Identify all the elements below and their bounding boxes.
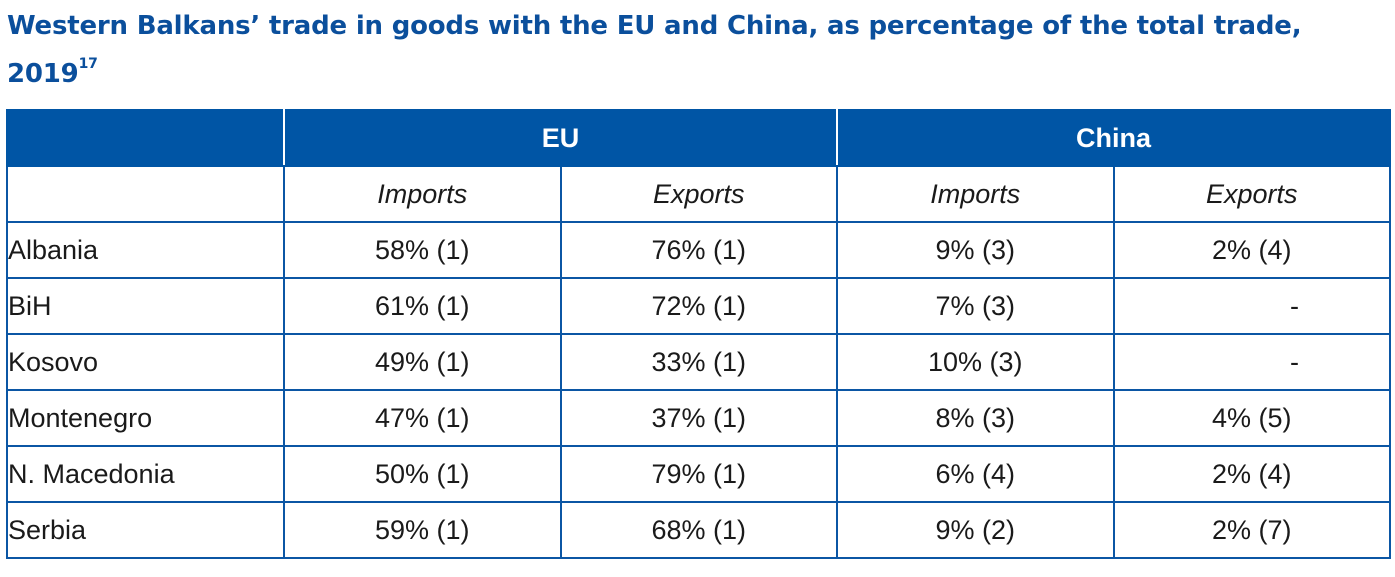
eu-imports-cell: 59% (1) [283, 501, 562, 559]
china-exports-cell: 2% (4) [1112, 445, 1392, 503]
table-row: BiH 61% (1) 72% (1) 7% (3) - [6, 277, 1392, 335]
group-header-row: EU China [6, 109, 1392, 167]
eu-exports-cell: 76% (1) [559, 221, 839, 279]
eu-exports-cell: 33% (1) [559, 333, 839, 391]
sub-header-row: Imports Exports Imports Exports [6, 165, 1392, 223]
sub-header-empty [6, 165, 285, 223]
china-imports-cell: 7% (3) [836, 277, 1115, 335]
eu-imports-cell: 49% (1) [283, 333, 562, 391]
sub-header-eu-exports: Exports [559, 165, 839, 223]
group-header-china: China [836, 109, 1392, 167]
table-row: Montenegro 47% (1) 37% (1) 8% (3) 4% (5) [6, 389, 1392, 447]
country-cell: Montenegro [6, 389, 285, 447]
country-cell: Kosovo [6, 333, 285, 391]
china-exports-cell: 2% (7) [1112, 501, 1392, 559]
eu-exports-cell: 68% (1) [559, 501, 839, 559]
eu-exports-cell: 79% (1) [559, 445, 839, 503]
sub-header-china-imports: Imports [836, 165, 1115, 223]
china-imports-cell: 9% (2) [836, 501, 1115, 559]
china-exports-cell: - [1112, 333, 1392, 391]
corner-cell [6, 109, 285, 167]
country-cell: Albania [6, 221, 285, 279]
table-title: Western Balkans’ trade in goods with the… [7, 2, 1392, 98]
group-header-eu: EU [282, 109, 839, 167]
table-row: N. Macedonia 50% (1) 79% (1) 6% (4) 2% (… [6, 445, 1392, 503]
eu-exports-cell: 37% (1) [559, 389, 839, 447]
table-row: Albania 58% (1) 76% (1) 9% (3) 2% (4) [6, 221, 1392, 279]
sub-header-eu-imports: Imports [283, 165, 562, 223]
table-row: Kosovo 49% (1) 33% (1) 10% (3) - [6, 333, 1392, 391]
china-exports-cell: - [1112, 277, 1392, 335]
china-imports-cell: 8% (3) [836, 389, 1115, 447]
trade-table: EU China Imports Exports Imports Exports… [6, 109, 1392, 559]
table-title-text: Western Balkans’ trade in goods with the… [7, 11, 1302, 89]
footnote-marker: 17 [78, 56, 98, 73]
china-exports-cell: 2% (4) [1112, 221, 1392, 279]
china-imports-cell: 6% (4) [836, 445, 1115, 503]
eu-imports-cell: 58% (1) [283, 221, 562, 279]
eu-imports-cell: 50% (1) [283, 445, 562, 503]
eu-exports-cell: 72% (1) [559, 277, 839, 335]
china-exports-cell: 4% (5) [1112, 389, 1392, 447]
country-cell: Serbia [6, 501, 285, 559]
table-row: Serbia 59% (1) 68% (1) 9% (2) 2% (7) [6, 501, 1392, 559]
country-cell: BiH [6, 277, 285, 335]
china-imports-cell: 9% (3) [836, 221, 1115, 279]
eu-imports-cell: 47% (1) [283, 389, 562, 447]
sub-header-china-exports: Exports [1112, 165, 1392, 223]
eu-imports-cell: 61% (1) [283, 277, 562, 335]
china-imports-cell: 10% (3) [836, 333, 1115, 391]
country-cell: N. Macedonia [6, 445, 285, 503]
